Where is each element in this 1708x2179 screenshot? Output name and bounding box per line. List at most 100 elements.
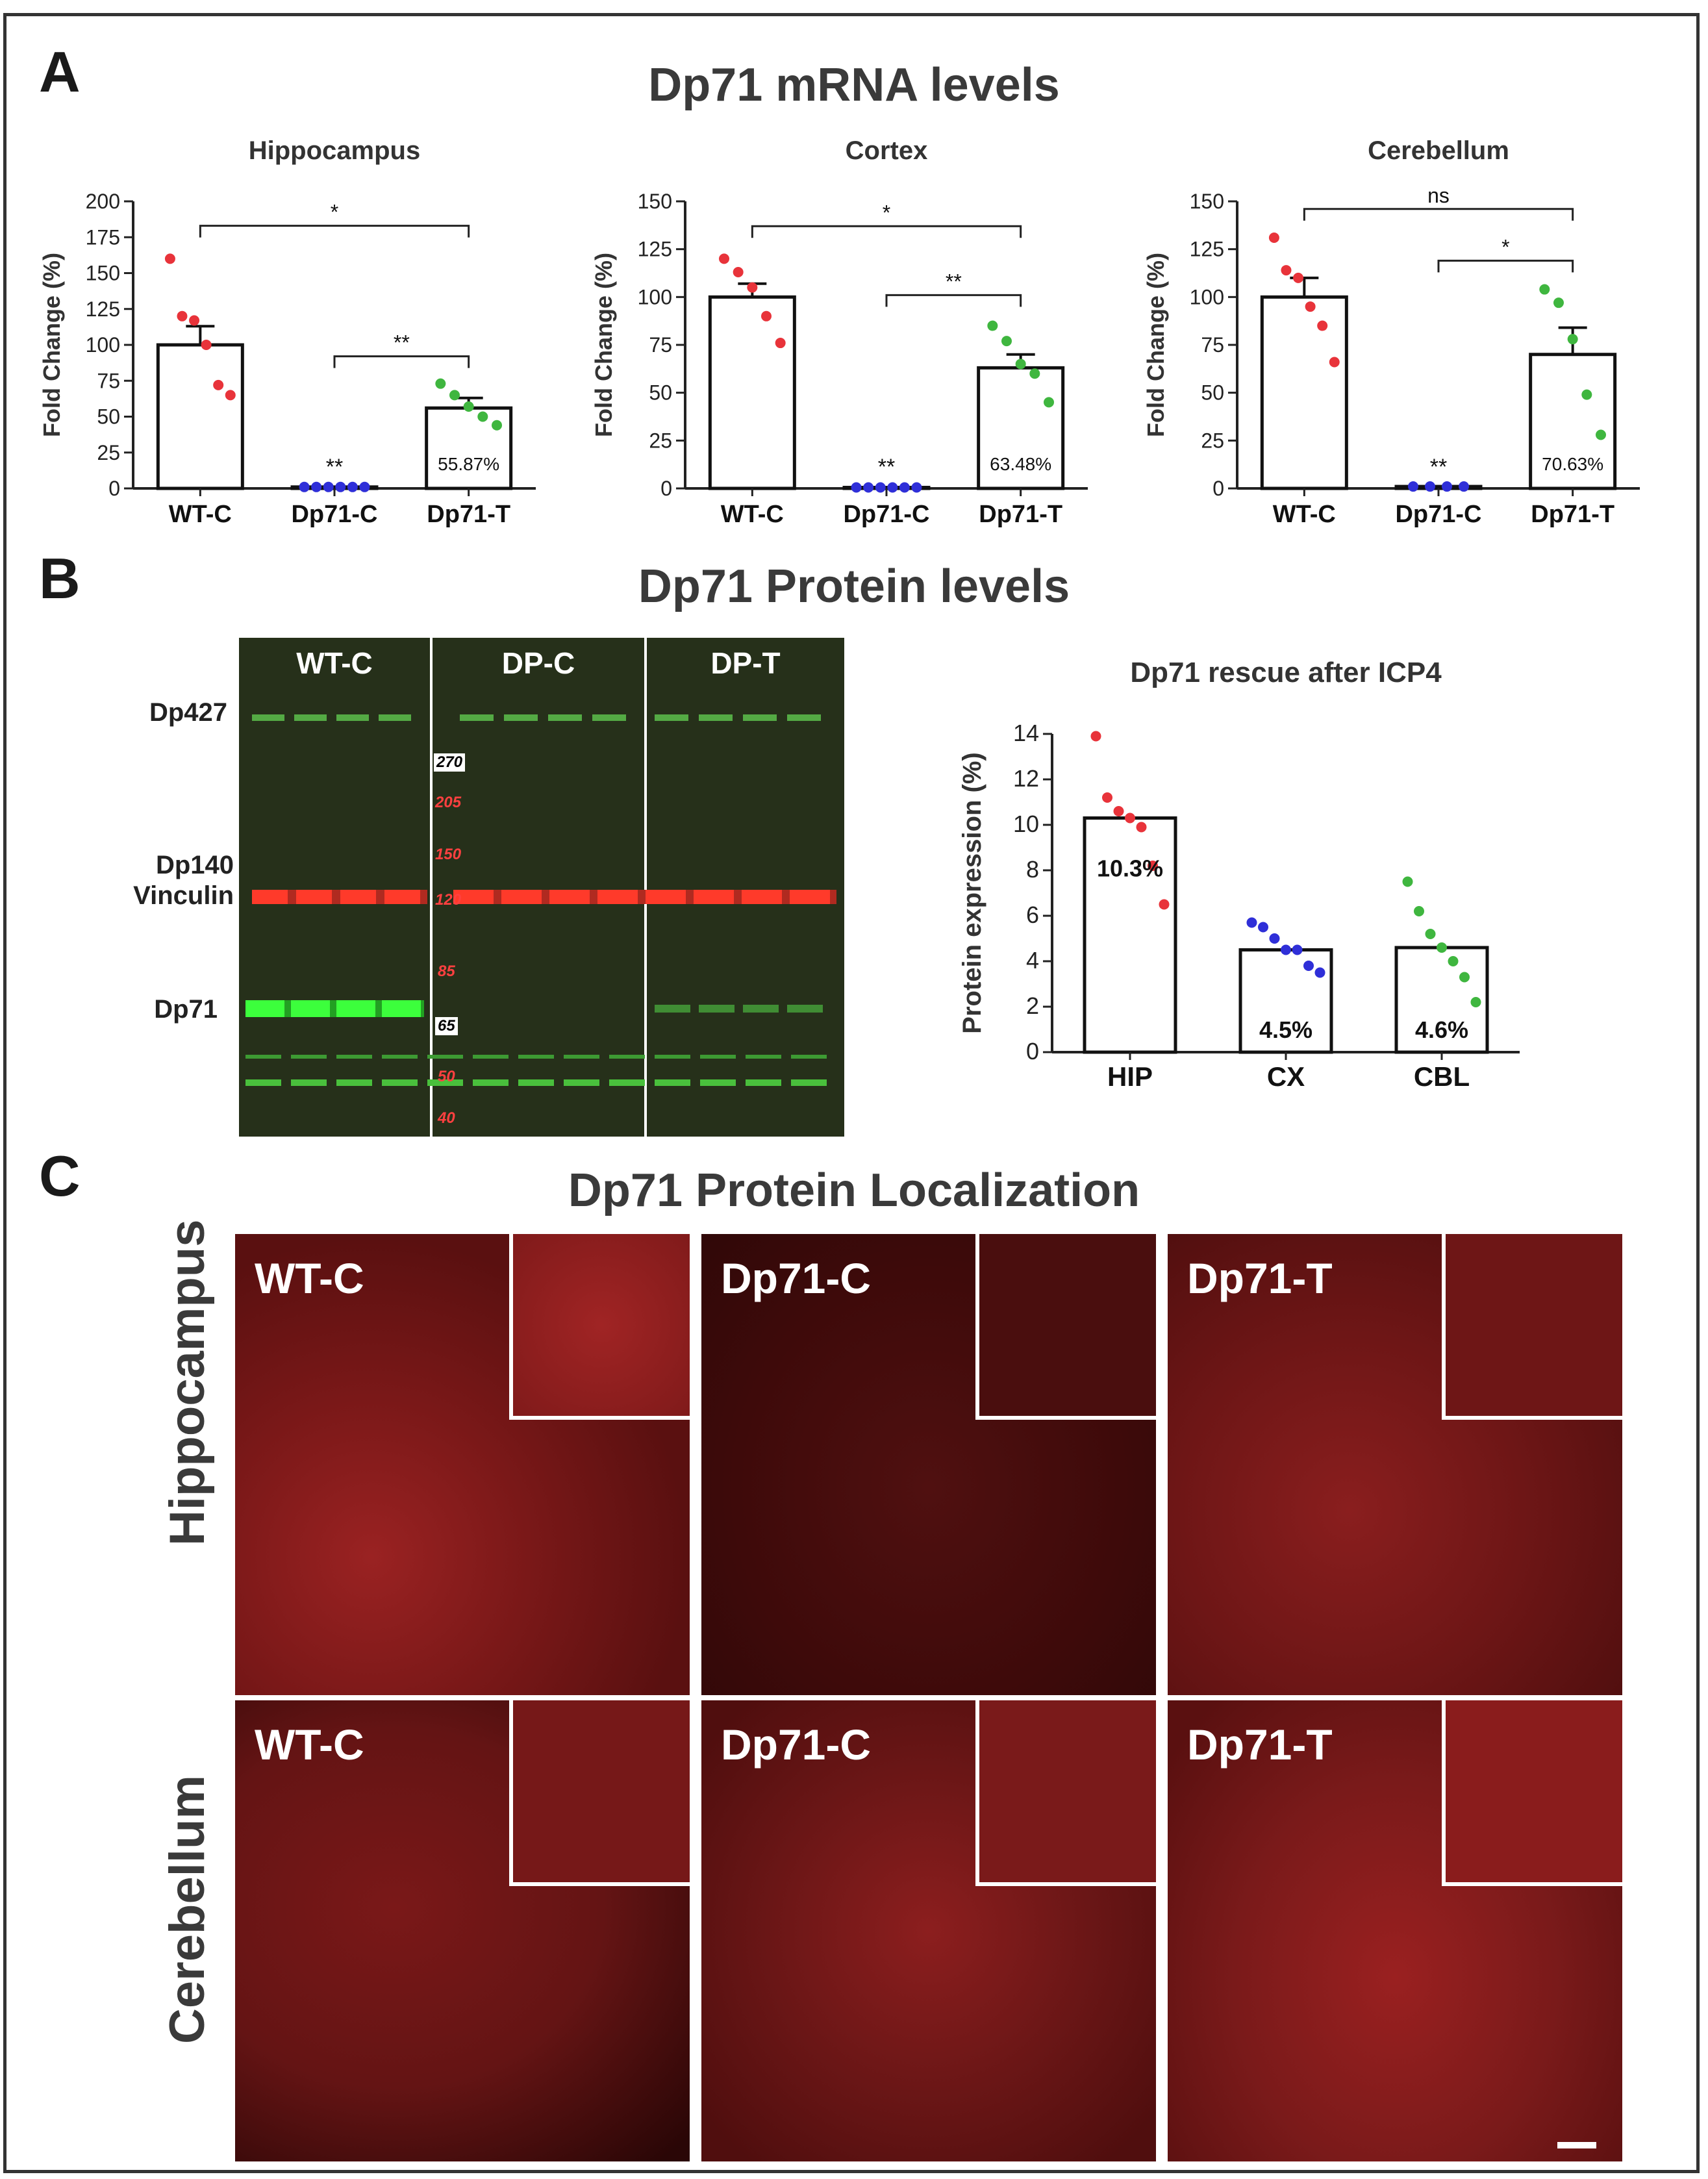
band-vinculin-dp xyxy=(453,890,836,904)
band-label-vinculin: Vinculin xyxy=(133,881,234,910)
significance-bracket xyxy=(199,225,470,238)
bar-wt-c xyxy=(1260,295,1348,490)
data-point xyxy=(1329,357,1340,368)
y-tick-label: 50 xyxy=(649,381,672,405)
data-point xyxy=(747,282,758,293)
bar-value-label: 55.87% xyxy=(438,454,499,474)
y-tick-label: 75 xyxy=(649,333,672,357)
y-axis-label: Fold Change (%) xyxy=(38,253,65,437)
data-point xyxy=(1293,272,1304,283)
data-point xyxy=(1269,933,1280,944)
data-point xyxy=(1414,906,1424,916)
inset-hip-wt-c xyxy=(509,1234,690,1420)
y-tick-label: 8 xyxy=(1026,856,1039,883)
y-tick-label: 125 xyxy=(86,297,120,321)
image-label: WT-C xyxy=(255,1254,364,1302)
band-dp427-dpc xyxy=(460,714,635,721)
figure-frame xyxy=(3,13,1700,2173)
marker-205: 205 xyxy=(435,794,462,811)
data-point xyxy=(311,481,322,492)
marker-40: 40 xyxy=(438,1109,455,1127)
bar-value-label: 4.5% xyxy=(1259,1016,1312,1043)
data-point xyxy=(987,320,998,331)
data-point xyxy=(1459,972,1470,983)
section-title-b: Dp71 Protein levels xyxy=(638,560,1070,612)
chart-cortex: Cortex 0 25 50 75 100 125 150 Fold Change (%) WT-… xyxy=(590,136,1088,528)
y-axis-label: Protein expression (%) xyxy=(958,752,986,1033)
marker-65: 65 xyxy=(435,1017,458,1035)
y-tick-label: 50 xyxy=(97,405,120,429)
significance-stars: ** xyxy=(326,455,343,479)
data-point xyxy=(1102,792,1112,803)
image-label: Dp71-T xyxy=(1187,1254,1333,1302)
row-label-cerebellum: Cerebellum xyxy=(160,1775,215,2044)
image-label: Dp71-C xyxy=(721,1254,872,1302)
data-point xyxy=(1437,942,1447,953)
marker-50: 50 xyxy=(438,1068,455,1085)
data-point xyxy=(1001,336,1012,347)
significance-bracket xyxy=(751,225,1022,238)
image-hip-dp71-t: Dp71-T xyxy=(1168,1234,1622,1695)
western-blot-image: WT-C DP-C DP-T 270 205 150 120 85 65 50 … xyxy=(239,638,844,1137)
data-point xyxy=(1090,731,1101,742)
chart-title: Hippocampus xyxy=(249,136,420,165)
marker-150: 150 xyxy=(435,846,462,863)
y-tick-label: 25 xyxy=(1201,429,1224,452)
chart-title: Cortex xyxy=(846,136,928,165)
x-tick-label: HIP xyxy=(1107,1061,1153,1092)
data-point xyxy=(492,420,502,431)
data-point xyxy=(189,315,200,326)
y-tick-label: 75 xyxy=(97,369,120,392)
y-tick-label: 4 xyxy=(1026,947,1039,974)
image-label: Dp71-C xyxy=(721,1720,872,1769)
inset-hip-dp71-t xyxy=(1442,1234,1622,1420)
data-point xyxy=(477,411,488,422)
data-point xyxy=(851,482,862,493)
data-point xyxy=(1303,961,1314,971)
data-point xyxy=(875,482,886,493)
band-dp427-wt xyxy=(252,714,421,721)
x-tick-label: CX xyxy=(1267,1061,1305,1092)
data-point xyxy=(1596,429,1606,440)
image-cbl-dp71-c: Dp71-C xyxy=(701,1700,1156,2161)
data-point xyxy=(1044,397,1054,408)
data-point xyxy=(347,481,358,492)
y-tick-label: 0 xyxy=(108,477,120,500)
data-point xyxy=(1553,297,1564,309)
significance-bracket xyxy=(885,294,1022,307)
chart-title: Cerebellum xyxy=(1368,136,1509,165)
x-tick-label: WT-C xyxy=(1273,501,1336,528)
data-point xyxy=(1113,806,1124,816)
inset-cbl-dp71-c xyxy=(975,1700,1156,1886)
data-point xyxy=(1459,481,1469,492)
data-point xyxy=(887,482,898,493)
image-cbl-wt-c: WT-C xyxy=(235,1700,690,2161)
x-tick-label: WT-C xyxy=(169,501,232,528)
band-label-dp71: Dp71 xyxy=(154,995,218,1024)
y-tick-label: 75 xyxy=(1201,333,1224,357)
data-point xyxy=(1148,861,1158,871)
data-point xyxy=(1029,368,1040,379)
y-tick-label: 25 xyxy=(649,429,672,452)
chart-cerebellum: Cerebellum 0 25 50 75 100 125 150 Fold Change (%… xyxy=(1142,136,1640,528)
data-point xyxy=(177,310,188,321)
bar-value-label: 10.3% xyxy=(1097,855,1163,882)
data-point xyxy=(225,390,236,401)
y-tick-label: 100 xyxy=(638,285,672,309)
data-point xyxy=(1408,481,1418,492)
bar-dp71-t xyxy=(425,406,513,490)
data-point xyxy=(213,379,224,390)
data-point xyxy=(1425,929,1436,939)
data-point xyxy=(435,378,446,389)
data-point xyxy=(1258,922,1268,933)
y-tick-label: 0 xyxy=(660,477,672,500)
image-hip-wt-c: WT-C xyxy=(235,1234,690,1695)
data-point xyxy=(1305,301,1316,312)
data-point xyxy=(775,338,786,349)
y-tick-label: 2 xyxy=(1026,992,1039,1019)
data-point xyxy=(1425,481,1435,492)
y-tick-label: 14 xyxy=(1013,720,1039,746)
x-tick-label: WT-C xyxy=(721,501,784,528)
panel-label-b: B xyxy=(39,546,81,611)
marker-120: 120 xyxy=(435,891,462,909)
